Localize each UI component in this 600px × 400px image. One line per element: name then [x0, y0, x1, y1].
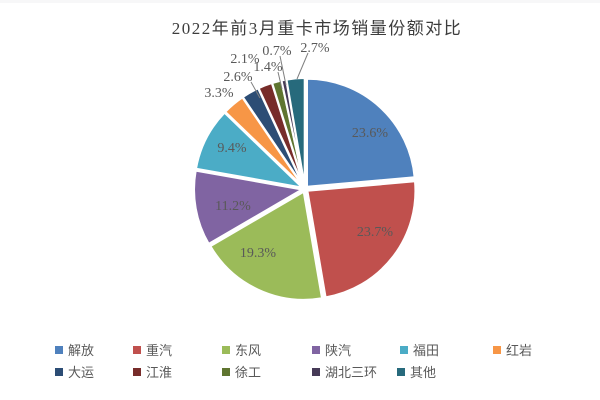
legend-marker: [222, 345, 230, 354]
data-label-9: 0.7%: [262, 44, 292, 59]
legend-marker: [55, 345, 63, 354]
legend-label: 重汽: [146, 343, 173, 358]
legend-label: 陕汽: [325, 343, 352, 358]
pie-slice-2: [209, 190, 323, 301]
data-label-10: 2.7%: [300, 41, 330, 56]
legend-item-0: 解放: [55, 340, 94, 359]
legend-label: 福田: [413, 343, 440, 358]
legend-label: 东风: [235, 343, 262, 358]
top-border: [0, 0, 600, 3]
pie-slice-4: [195, 111, 304, 189]
legend-label: 其他: [410, 365, 437, 380]
leader-line: [250, 81, 261, 99]
legend-marker: [493, 345, 501, 354]
legend-item-6: 大运: [55, 362, 94, 381]
pie-slice-1: [306, 180, 417, 299]
legend-label: 徐工: [235, 365, 262, 380]
legend-label: 大运: [68, 365, 95, 380]
legend-item-4: 福田: [400, 340, 439, 359]
chart-title: 2022年前3月重卡市场销量份额对比: [171, 19, 463, 38]
legend-marker: [55, 367, 63, 376]
data-label-6: 2.6%: [223, 70, 253, 85]
legend-item-5: 红岩: [493, 340, 532, 359]
legend-label: 解放: [68, 343, 95, 358]
data-label-2: 19.3%: [240, 246, 277, 261]
legend-item-7: 江淮: [133, 362, 172, 381]
legend-item-2: 东风: [222, 340, 261, 359]
pie-chart-svg: 23.6% 23.7% 19.3% 11.2% 9.4% 3.3%2.6% 2.1%1.4%…: [193, 41, 417, 301]
data-label-0: 23.6%: [352, 126, 389, 141]
data-label-4: 9.4%: [217, 141, 247, 156]
leader-line: [277, 71, 283, 90]
legend-marker: [312, 345, 320, 354]
data-label-1: 23.7%: [357, 225, 394, 240]
legend-item-10: 其他: [397, 362, 436, 381]
data-label-5: 3.3%: [204, 86, 234, 101]
legend-label: 湖北三环: [325, 365, 378, 380]
legend-item-3: 陕汽: [312, 340, 351, 359]
legend-item-1: 重汽: [133, 340, 172, 359]
legend-label: 红岩: [506, 343, 533, 358]
data-label-3: 11.2%: [215, 199, 251, 214]
leader-line: [296, 52, 309, 80]
legend-marker: [133, 345, 141, 354]
pie-slice-3: [193, 169, 303, 245]
legend-marker: [133, 367, 141, 376]
pie-slice-0: [306, 77, 416, 188]
legend-marker: [400, 345, 408, 354]
legend-item-8: 徐工: [222, 362, 261, 381]
legend-marker: [312, 367, 320, 376]
data-label-8: 1.4%: [253, 60, 283, 75]
leader-line: [279, 55, 287, 86]
legend-item-9: 湖北三环: [312, 362, 377, 381]
legend-marker: [397, 367, 405, 376]
legend-marker: [222, 367, 230, 376]
legend-label: 江淮: [146, 365, 173, 380]
pie-slice-10: [285, 77, 306, 187]
data-label-7: 2.1%: [230, 52, 260, 67]
